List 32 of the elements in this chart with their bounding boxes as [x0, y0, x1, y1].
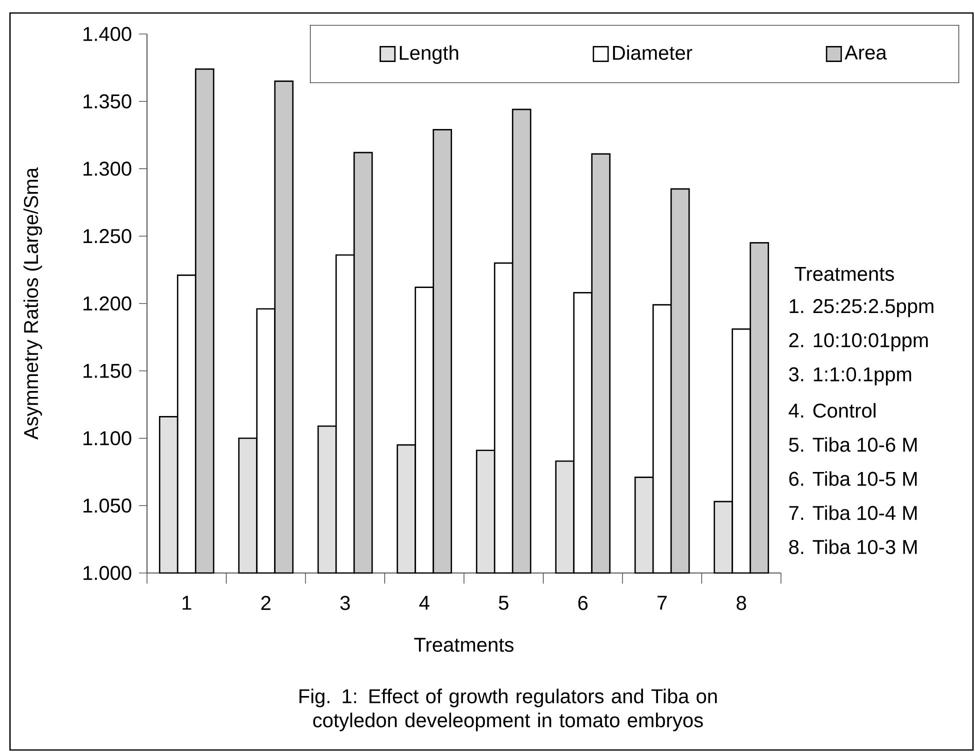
text: 8. Tiba 10-3 M: [789, 539, 917, 554]
x-tick-label: 1: [182, 596, 192, 610]
legend-label: Diameter: [613, 45, 692, 60]
y-tick-label: 1.050: [84, 498, 132, 513]
x-tick-label: 2: [261, 596, 270, 610]
y-tick-label: 1.250: [84, 229, 132, 244]
y-tick-label: 1.200: [84, 296, 132, 311]
legend-label: Area: [844, 46, 887, 60]
text: Treatments: [794, 267, 894, 281]
y-tick-label: 1.300: [84, 162, 132, 176]
x-tick-label: 4: [419, 596, 430, 610]
x-axis-title: Treatments: [414, 638, 514, 652]
legend-label: Length: [400, 45, 458, 64]
text: 2. 10:10:01ppm: [789, 333, 928, 352]
text: 7. Tiba 10-4 M: [789, 505, 917, 520]
y-tick-label: 1.100: [84, 431, 132, 446]
text: 6. Tiba 10-5 M: [789, 471, 917, 486]
text: 4. Control: [788, 403, 876, 418]
y-tick-label: 1.150: [84, 364, 132, 378]
text: 1. 25:25:2.5ppm: [790, 299, 934, 318]
x-tick-label: 7: [658, 596, 667, 610]
x-tick-label: 3: [340, 596, 350, 610]
text: 5. Tiba 10-6 M: [789, 437, 917, 452]
y-tick-label: 1.350: [84, 94, 132, 108]
text: 3. 1:1:0.1ppm: [789, 367, 912, 386]
x-tick-label: 6: [578, 596, 588, 610]
caption: Fig. 1: Effect of growth regulators and Tiba on cotyledon develeopment in tomato embryos: [300, 688, 717, 732]
y-tick-label: 1.000: [84, 566, 132, 580]
x-tick-label: 8: [736, 596, 746, 610]
x-tick-label: 5: [498, 596, 508, 610]
y-tick-label: 1.400: [84, 26, 132, 42]
y-axis-title: Asymmetry Ratios (Large/Sma: [23, 167, 42, 440]
